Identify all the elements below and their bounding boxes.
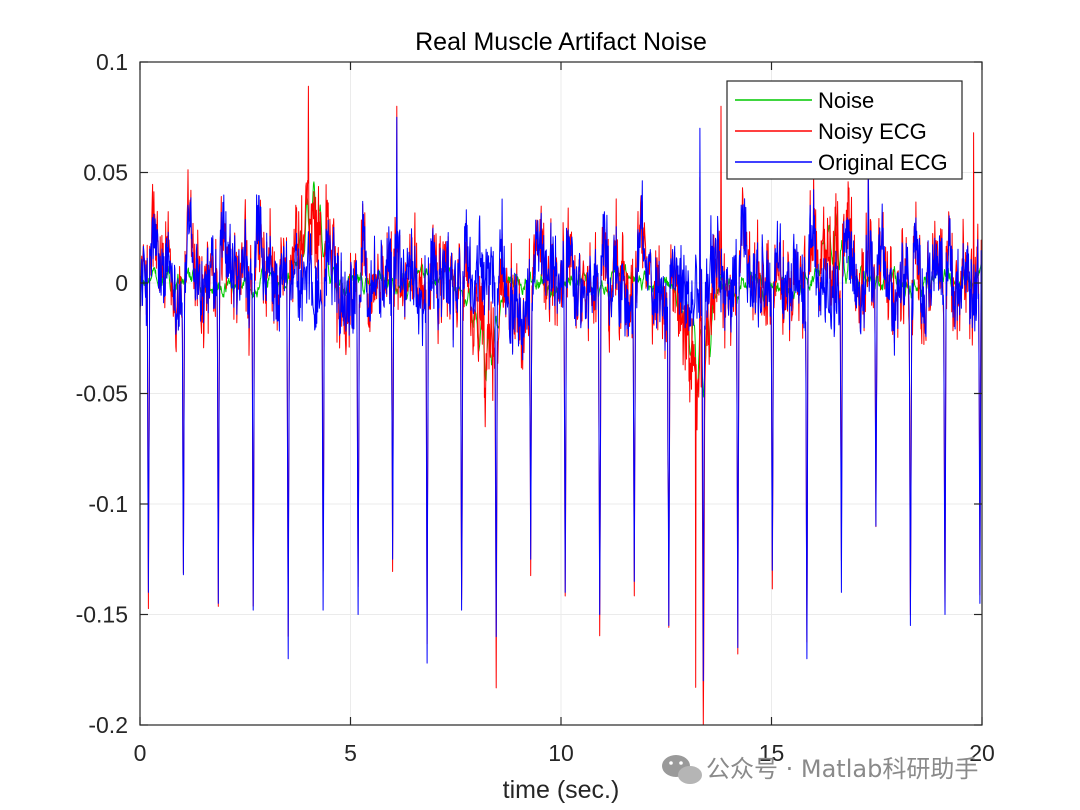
y-tick-label: 0.1 bbox=[96, 49, 128, 75]
y-tick-label: 0.05 bbox=[83, 160, 128, 186]
legend-label-noisy-ecg: Noisy ECG bbox=[818, 119, 927, 144]
y-tick-label: 0 bbox=[115, 270, 128, 296]
x-tick-label: 0 bbox=[134, 740, 147, 766]
watermark-text: 公众号 · Matlab科研助手 bbox=[706, 755, 978, 783]
x-tick-label: 15 bbox=[759, 740, 785, 766]
x-tick-label: 20 bbox=[969, 740, 995, 766]
y-tick-label: -0.15 bbox=[76, 602, 128, 628]
series-group bbox=[139, 85, 983, 726]
chart-title: Real Muscle Artifact Noise bbox=[415, 28, 707, 56]
y-tick-label: -0.05 bbox=[76, 381, 128, 407]
series-line-original-ecg bbox=[139, 116, 983, 682]
legend-label-original-ecg: Original ECG bbox=[818, 150, 948, 175]
y-tick-label: -0.2 bbox=[88, 712, 128, 738]
ticks: 0 5 10 15 20 0.1 0.05 0 -0.05 -0.1 -0.15 -0.2 bbox=[76, 49, 995, 766]
wechat-icon bbox=[662, 755, 702, 784]
x-tick-label: 10 bbox=[548, 740, 574, 766]
x-tick-label: 5 bbox=[344, 740, 357, 766]
x-axis-label: time (sec.) bbox=[503, 776, 620, 804]
y-tick-label: -0.1 bbox=[88, 491, 128, 517]
legend: Noise Noisy ECG Original ECG bbox=[726, 80, 963, 180]
watermark: 公众号 · Matlab科研助手 bbox=[662, 755, 978, 784]
legend-label-noise: Noise bbox=[818, 88, 874, 113]
